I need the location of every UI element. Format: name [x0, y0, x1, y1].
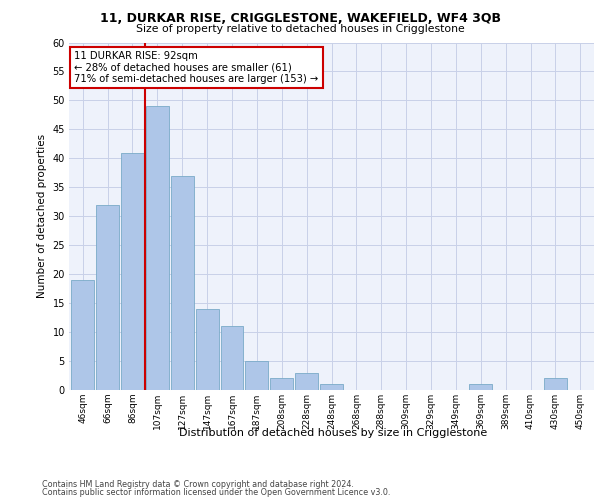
Bar: [121, 152, 144, 390]
Bar: [71, 280, 94, 390]
Text: 11, DURKAR RISE, CRIGGLESTONE, WAKEFIELD, WF4 3QB: 11, DURKAR RISE, CRIGGLESTONE, WAKEFIELD…: [100, 12, 500, 26]
Bar: [270, 378, 293, 390]
Text: Size of property relative to detached houses in Crigglestone: Size of property relative to detached ho…: [136, 24, 464, 34]
Text: Distribution of detached houses by size in Crigglestone: Distribution of detached houses by size …: [179, 428, 487, 438]
Bar: [146, 106, 169, 390]
Bar: [295, 372, 318, 390]
Text: 11 DURKAR RISE: 92sqm
← 28% of detached houses are smaller (61)
71% of semi-deta: 11 DURKAR RISE: 92sqm ← 28% of detached …: [74, 51, 319, 84]
Bar: [196, 309, 218, 390]
Text: Contains HM Land Registry data © Crown copyright and database right 2024.: Contains HM Land Registry data © Crown c…: [42, 480, 354, 489]
Bar: [544, 378, 567, 390]
Bar: [221, 326, 244, 390]
Text: Contains public sector information licensed under the Open Government Licence v3: Contains public sector information licen…: [42, 488, 391, 497]
Y-axis label: Number of detached properties: Number of detached properties: [37, 134, 47, 298]
Bar: [469, 384, 492, 390]
Bar: [171, 176, 194, 390]
Bar: [245, 361, 268, 390]
Bar: [96, 204, 119, 390]
Bar: [320, 384, 343, 390]
